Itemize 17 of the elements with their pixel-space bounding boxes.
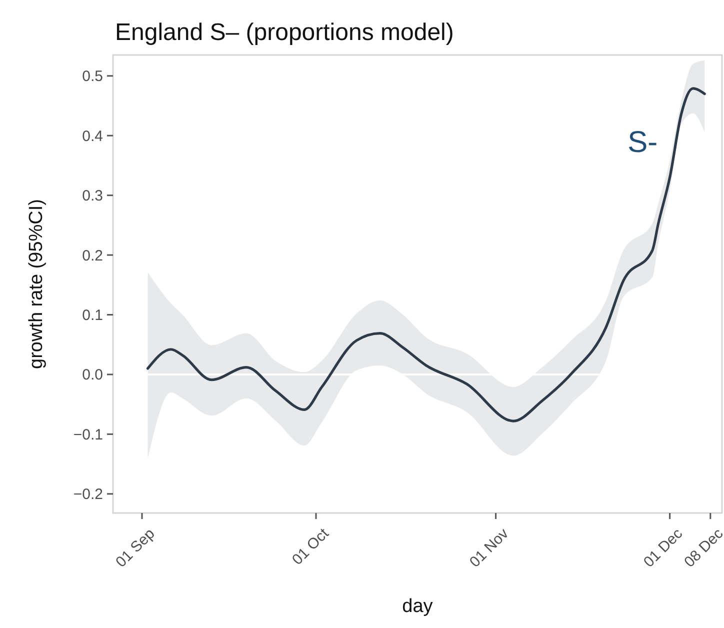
y-tick-label: 0.0 xyxy=(82,366,103,384)
y-tick-label: −0.2 xyxy=(73,486,103,504)
annotation: S- xyxy=(628,126,658,159)
y-tick-label: −0.1 xyxy=(73,426,103,444)
y-axis-title: growth rate (95%CI) xyxy=(26,198,47,370)
y-tick-label: 0.2 xyxy=(82,247,103,264)
line-series xyxy=(146,87,706,422)
x-tick-label: 01 Sep xyxy=(112,525,158,571)
y-tick-label: 0.1 xyxy=(82,307,103,324)
chart-title: England S– (proportions model) xyxy=(115,19,454,46)
x-tick-label: 01 Nov xyxy=(466,524,512,571)
y-tick-label: 0.4 xyxy=(82,128,103,145)
x-tick-label: 01 Oct xyxy=(288,524,333,568)
y-tick-label: 0.5 xyxy=(82,68,103,86)
y-tick-label: 0.3 xyxy=(82,188,103,205)
x-tick-label: 08 Dec xyxy=(681,524,724,571)
x-axis-title: day xyxy=(402,596,434,617)
